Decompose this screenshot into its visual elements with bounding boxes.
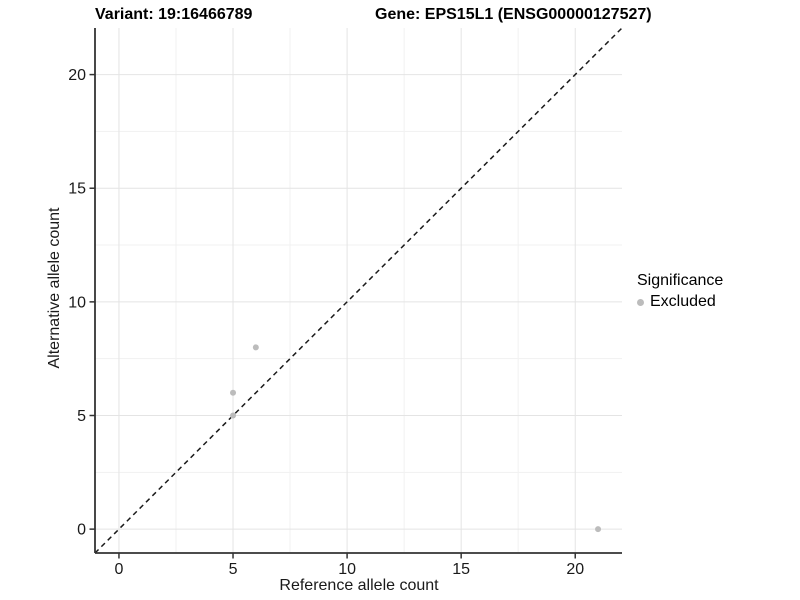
y-tick-label: 20 (68, 67, 86, 84)
legend-title: Significance (637, 272, 724, 289)
data-point (252, 344, 259, 351)
y-tick-label: 15 (68, 181, 86, 198)
x-tick-label: 20 (566, 561, 584, 578)
legend-item: Excluded (637, 293, 723, 311)
title-variant: Variant: 19:16466789 (95, 6, 253, 23)
data-point (230, 389, 237, 396)
title-gene: Gene: EPS15L1 (ENSG00000127527) (375, 6, 652, 23)
legend-item-label: Excluded (650, 293, 716, 310)
data-point (595, 526, 602, 533)
x-tick-label: 5 (229, 561, 238, 578)
x-tick-label: 10 (338, 561, 356, 578)
plot-area: 0 5 10 15 20 0 5 10 15 20 (68, 28, 623, 578)
x-tick-label: 0 (115, 561, 124, 578)
x-tick-label: 15 (452, 561, 470, 578)
y-tick-label: 0 (77, 522, 86, 539)
identity-reference-line (94, 28, 623, 554)
legend: Significance Excluded (637, 272, 723, 311)
y-tick-label: 5 (77, 408, 86, 425)
legend-point-icon (637, 298, 644, 306)
data-point (230, 412, 237, 419)
x-axis-title: Reference allele count (279, 577, 439, 594)
y-tick-label: 10 (68, 294, 86, 311)
